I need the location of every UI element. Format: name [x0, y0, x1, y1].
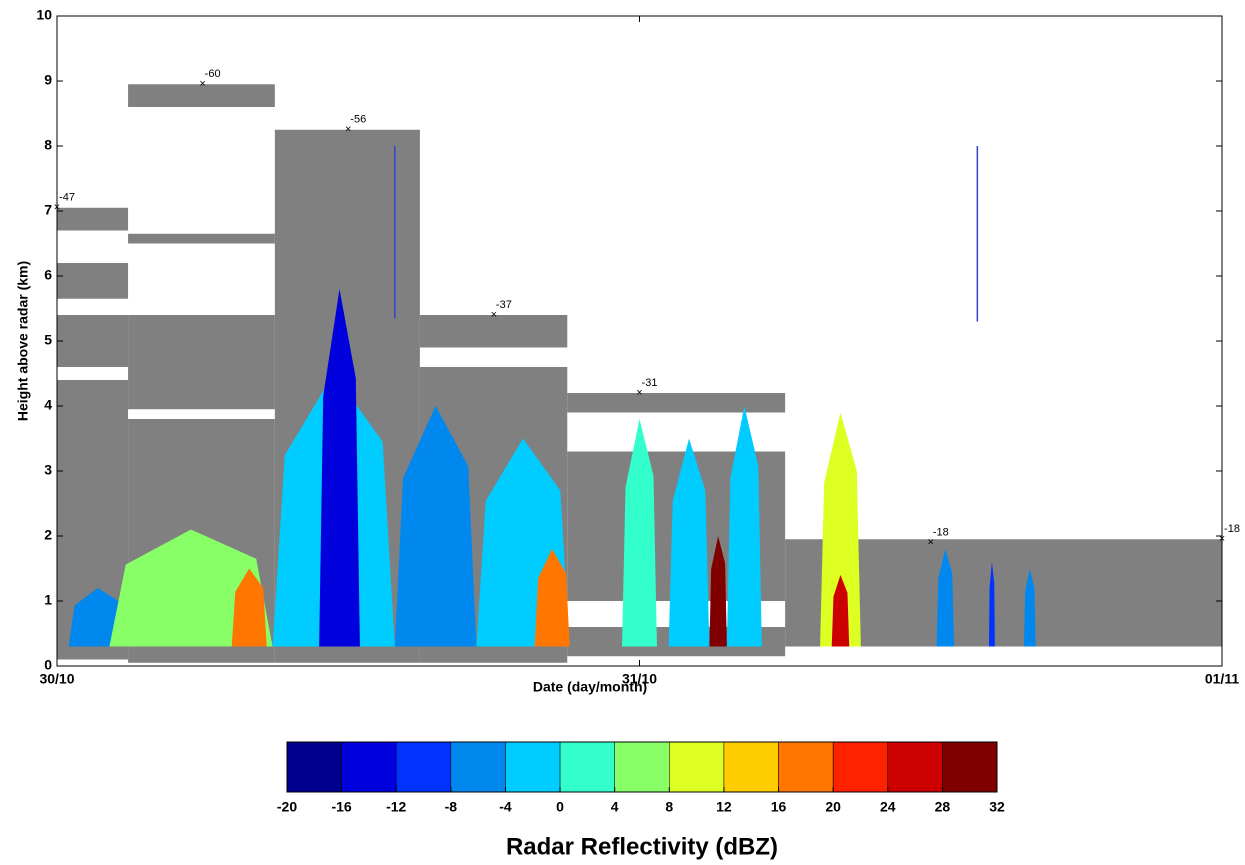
- colorbar-swatch: [669, 741, 725, 793]
- y-tick-label: 5: [44, 332, 52, 348]
- cloud-layer: [57, 315, 129, 367]
- y-tick-label: 3: [44, 462, 52, 478]
- colorbar-tick-label: 24: [880, 799, 896, 815]
- echo: [989, 562, 995, 647]
- colorbar-swatch: [887, 741, 943, 793]
- colorbar-swatch: [723, 741, 779, 793]
- x-axis-label: Date (day/month): [533, 679, 647, 695]
- temperature-marker: ×: [199, 78, 205, 90]
- echo: [1023, 568, 1036, 647]
- temperature-label: -37: [496, 299, 512, 311]
- y-tick-label: 4: [44, 397, 52, 413]
- cloud-layer: [419, 315, 568, 348]
- colorbar-tick-label: -4: [499, 799, 512, 815]
- cloud-layer: [567, 393, 786, 413]
- temperature-label: -18: [1224, 523, 1240, 535]
- colorbar-swatch: [505, 741, 561, 793]
- colorbar-swatch: [341, 741, 397, 793]
- echo: [831, 575, 850, 647]
- y-tick-label: 0: [44, 657, 52, 673]
- colorbar-swatch: [832, 741, 889, 793]
- colorbar-swatch: [395, 741, 452, 793]
- colorbar-label: Radar Reflectivity (dBZ): [506, 833, 778, 860]
- echo: [820, 412, 861, 647]
- colorbar-tick-label: -20: [277, 799, 297, 815]
- colorbar-swatch: [778, 741, 834, 793]
- temperature-label: -18: [933, 526, 949, 538]
- colorbar-swatch: [614, 741, 670, 793]
- y-tick-label: 6: [44, 267, 52, 283]
- colorbar-tick-label: 4: [611, 799, 619, 815]
- temperature-marker: ×: [345, 124, 351, 136]
- echo: [936, 549, 955, 647]
- colorbar-tick-label: 12: [716, 799, 732, 815]
- y-tick-label: 9: [44, 72, 52, 88]
- temperature-marker: ×: [928, 536, 934, 548]
- colorbar-tick-label: 0: [556, 799, 564, 815]
- colorbar-tick-label: 32: [989, 799, 1005, 815]
- cloud-layer: [57, 263, 129, 299]
- echo: [726, 406, 762, 647]
- colorbar-tick-label: 16: [771, 799, 787, 815]
- x-tick-label: 01/11: [1205, 671, 1239, 687]
- colorbar-swatch: [942, 741, 998, 793]
- cloud-layer: [128, 233, 275, 244]
- colorbar-swatch: [559, 741, 615, 793]
- colorbar-tick-label: -8: [445, 799, 458, 815]
- colorbar-tick-label: 8: [665, 799, 673, 815]
- echo: [109, 529, 273, 647]
- echo: [709, 536, 727, 647]
- colorbar-tick-label: 28: [935, 799, 951, 815]
- cloud-layer: [57, 207, 129, 231]
- temperature-label: -60: [205, 68, 221, 80]
- temperature-label: -56: [350, 114, 366, 126]
- temperature-label: -31: [642, 377, 658, 389]
- echo: [668, 438, 710, 647]
- echo: [622, 419, 657, 647]
- echo: [231, 568, 267, 647]
- colorbar-swatch: [450, 741, 506, 793]
- colorbar-frame: [286, 741, 998, 793]
- colorbar-tick-label: -16: [331, 799, 351, 815]
- colorbar-swatch: [286, 741, 342, 793]
- cloud-layer: [128, 84, 275, 107]
- y-tick-label: 1: [44, 592, 52, 608]
- colorbar-tick-label: 20: [825, 799, 841, 815]
- echo: [319, 289, 360, 647]
- temperature-marker: ×: [491, 309, 497, 321]
- y-axis-label: Height above radar (km): [15, 261, 31, 421]
- echo: [534, 549, 570, 647]
- y-tick-label: 7: [44, 202, 52, 218]
- temperature-label: -47: [59, 192, 75, 204]
- echo: [68, 588, 127, 647]
- echo: [394, 406, 477, 647]
- y-tick-label: 8: [44, 137, 52, 153]
- x-tick-label: 30/10: [39, 671, 74, 687]
- y-tick-label: 10: [36, 7, 52, 23]
- y-tick-label: 2: [44, 527, 52, 543]
- x-tick-label: 31/10: [622, 671, 657, 687]
- colorbar-tick-label: -12: [386, 799, 406, 815]
- cloud-layer: [128, 315, 275, 410]
- temperature-marker: ×: [636, 387, 642, 399]
